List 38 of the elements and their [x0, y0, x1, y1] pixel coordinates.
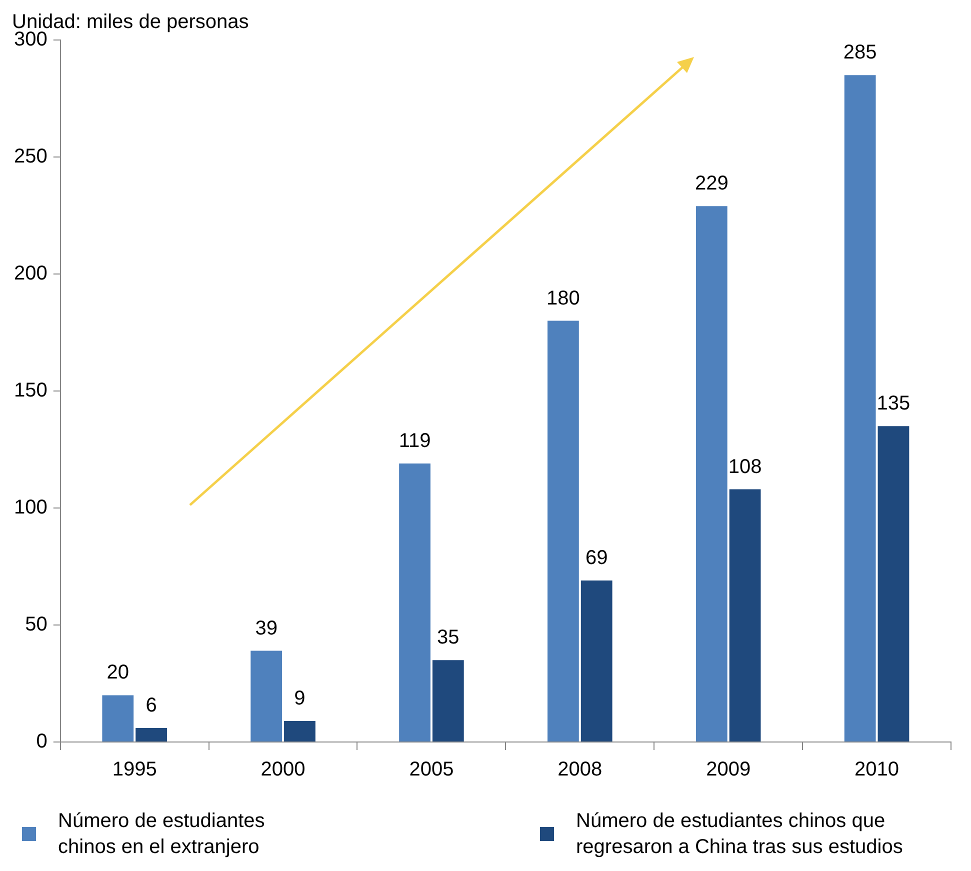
y-tick-label: 100 [14, 496, 48, 519]
bar [250, 650, 282, 742]
y-tick-label: 250 [14, 146, 48, 168]
bar [696, 206, 728, 742]
data-label: 285 [843, 42, 877, 64]
bar [432, 660, 464, 742]
bar [844, 75, 876, 742]
data-label: 35 [437, 626, 460, 649]
y-tick-label: 200 [14, 262, 48, 285]
data-label: 229 [694, 172, 728, 195]
legend-label: Número de estudiantes chinos en el extranjero [58, 809, 266, 860]
x-tick-label: 2008 [558, 758, 602, 781]
bar [102, 695, 134, 742]
y-tick-label: 150 [14, 380, 48, 402]
bar [284, 720, 316, 742]
bar [548, 320, 579, 742]
legend-label: Número de estudiantes chinos que regresaron a China tras sus estudios [576, 809, 904, 860]
data-label: 135 [876, 392, 910, 415]
data-label: 9 [294, 687, 306, 710]
x-tick-label: 2010 [854, 758, 900, 781]
data-label: 69 [585, 547, 608, 570]
data-label: 119 [398, 430, 431, 452]
data-label: 108 [728, 456, 762, 478]
bar [399, 464, 430, 742]
data-label: 20 [106, 662, 130, 684]
x-tick-label: 2009 [706, 758, 751, 781]
data-label: 180 [546, 287, 580, 310]
x-tick-label: 2005 [409, 758, 454, 781]
bar [729, 489, 761, 742]
x-tick-label: 2000 [260, 758, 306, 781]
bar [136, 728, 167, 742]
x-tick-label: 1995 [112, 758, 157, 781]
bar [580, 580, 612, 742]
bar [878, 426, 910, 742]
data-label: 39 [255, 617, 278, 640]
y-tick-label: 50 [25, 614, 48, 636]
data-label: 6 [146, 694, 157, 716]
y-tick-label: 0 [36, 730, 48, 753]
